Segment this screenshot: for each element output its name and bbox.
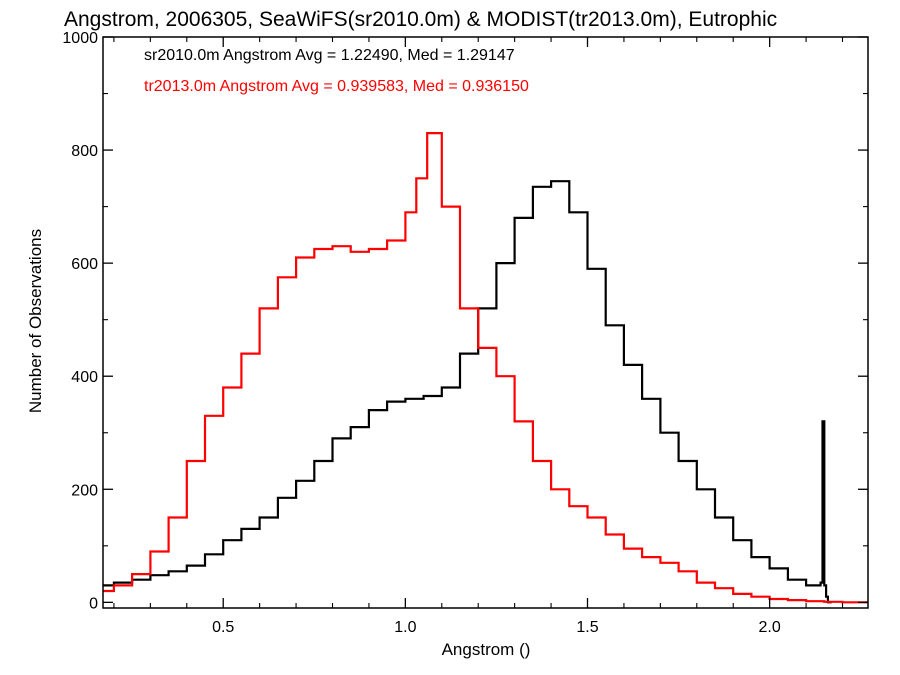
y-tick-label: 600 [71, 256, 98, 273]
series-line-1 [103, 132, 868, 604]
y-tick-label: 0 [89, 595, 98, 612]
x-axis-label: Angstrom () [442, 640, 531, 659]
y-tick-label: 200 [71, 482, 98, 499]
x-tick-label: 2.0 [759, 619, 781, 636]
x-tick-label: 1.5 [576, 619, 598, 636]
chart-title: Angstrom, 2006305, SeaWiFS(sr2010.0m) & … [64, 8, 777, 31]
y-axis-label: Number of Observations [26, 229, 45, 413]
axis-ticks: 0.5 1.0 1.5 2.0 0 200 400 600 800 1000 [62, 30, 868, 636]
y-tick-label: 400 [71, 369, 98, 386]
annotation-red-stats: tr2013.0m Angstrom Avg = 0.939583, Med =… [144, 78, 529, 95]
series-line-0 [103, 180, 832, 604]
y-tick-label: 800 [71, 143, 98, 160]
annotation-black-stats: sr2010.0m Angstrom Avg = 1.22490, Med = … [144, 47, 515, 64]
series-layer [103, 132, 868, 604]
x-tick-label: 1.0 [394, 619, 416, 636]
plot-frame [102, 36, 869, 609]
y-tick-label: 1000 [62, 30, 98, 47]
x-tick-label: 0.5 [212, 619, 234, 636]
